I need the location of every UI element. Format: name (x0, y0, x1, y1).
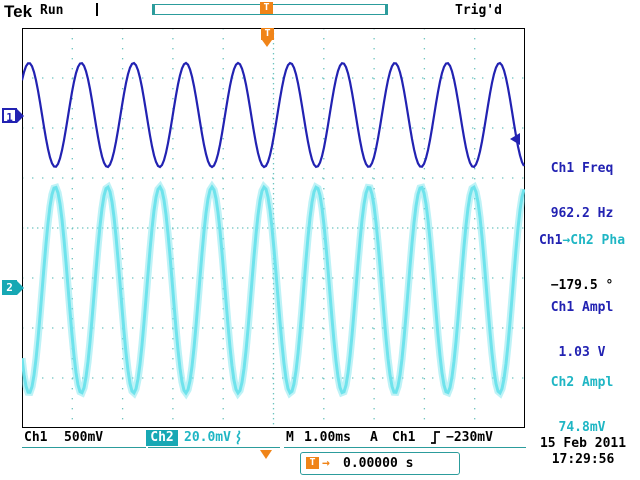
ch2-marker-label: 2 (2, 280, 17, 295)
measurement-value: 962.2 Hz (550, 206, 614, 221)
ch1-marker-arrow-icon (17, 108, 24, 123)
horizontal-arrow-icon: → (322, 456, 330, 471)
measurement-ch1-freq: Ch1 Freq 962.2 Hz (524, 131, 640, 251)
ch1-readout-label: Ch1 (24, 430, 48, 445)
ch2-readout-badge: Ch2 (146, 430, 178, 446)
trigger-source-readout: Ch1 (392, 430, 416, 445)
ch2-ground-marker: 2 (2, 280, 24, 295)
phase-label-ch2: →Ch2 Pha (562, 233, 626, 248)
time-value: 17:29:56 (551, 452, 615, 467)
measurement-value: −179.5 ° (550, 278, 614, 293)
measurement-label: Ch1 Ampl (550, 300, 614, 315)
ch1-marker-label: 1 (2, 108, 17, 124)
brand-logo: Tek (4, 2, 33, 21)
trigger-level-readout: −230mV (446, 430, 493, 445)
horizontal-trigger-icon: T (306, 457, 319, 469)
trigger-position-bar-icon: T (260, 2, 273, 14)
readout-underline (22, 447, 146, 448)
measurement-ch2-ampl: Ch2 Ampl 74.8mV (524, 345, 640, 465)
measurement-value: 74.8mV (558, 420, 606, 435)
horizontal-position-value: 0.00000 s (343, 456, 414, 471)
timebase-prefix: M (286, 430, 294, 445)
measurement-phase: Ch1→Ch2 Pha −179.5 ° (524, 203, 640, 323)
datetime-readout: 15 Feb 2011 17:29:56 (528, 436, 638, 468)
ch2-trace (22, 184, 525, 396)
ch2-scale-readout: 20.0mV (184, 430, 231, 445)
rising-edge-slope-icon (431, 431, 440, 444)
readout-underline (148, 447, 280, 448)
trigger-position-arrow-icon (262, 40, 272, 47)
header-divider (96, 3, 98, 16)
measurement-label: Ch1→Ch2 Pha (524, 233, 640, 248)
trigger-status: Trig'd (455, 3, 502, 18)
measurement-ch1-ampl: Ch1 Ampl 1.03 V (524, 270, 640, 390)
timebase-readout: 1.00ms (304, 430, 351, 445)
trigger-level-arrow-icon (510, 133, 520, 145)
ch1-scale-readout: 500mV (64, 430, 104, 445)
measurement-value: 1.03 V (558, 345, 606, 360)
trigger-mode-prefix: A (370, 430, 378, 445)
readout-underline (284, 447, 526, 448)
horizontal-position-readout: T → 0.00000 s (300, 452, 460, 475)
acquisition-status: Run (40, 3, 64, 18)
ch1-trace (22, 61, 525, 169)
ch1-ground-marker: 1 (2, 108, 24, 124)
measurement-label: Ch2 Ampl (550, 375, 614, 390)
graticule (22, 28, 525, 428)
ch2-trace-halo (22, 180, 525, 400)
phase-label-ch1: Ch1 (538, 233, 563, 248)
horizontal-position-marker-icon (260, 450, 272, 459)
date-value: 15 Feb 2011 (539, 436, 627, 451)
ac-coupling-icon (236, 430, 241, 445)
measurement-label: Ch1 Freq (550, 161, 614, 176)
trigger-position-icon: T (261, 28, 274, 40)
ch2-marker-arrow-icon (17, 280, 24, 295)
